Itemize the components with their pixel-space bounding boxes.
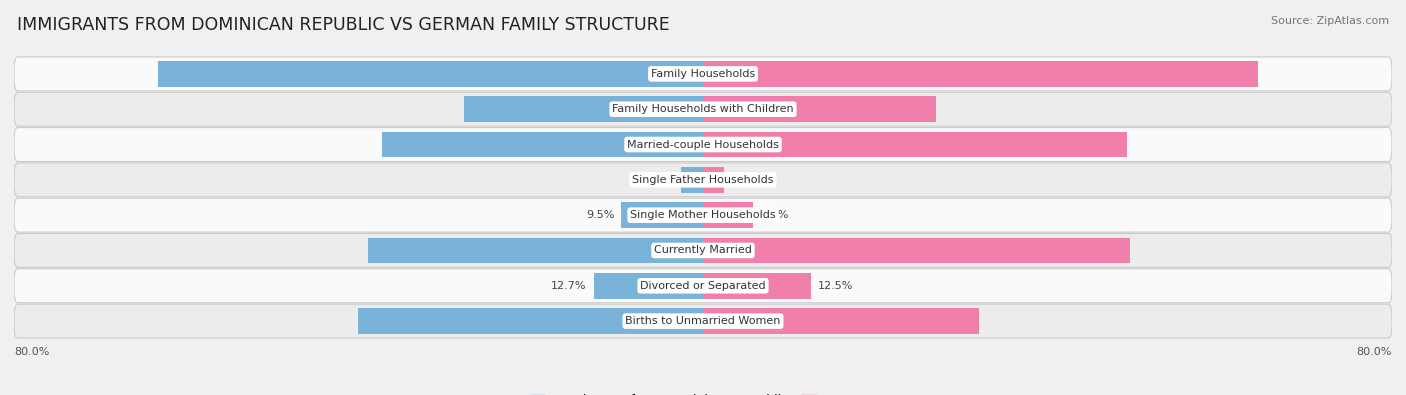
Bar [157, 61, 703, 87]
Text: 32.0%: 32.0% [681, 316, 716, 326]
Text: 2.4%: 2.4% [731, 175, 759, 185]
Text: Family Households with Children: Family Households with Children [612, 104, 794, 114]
FancyBboxPatch shape [14, 304, 1392, 338]
Text: 37.3%: 37.3% [690, 139, 725, 150]
Bar [593, 273, 703, 299]
Text: 5.8%: 5.8% [759, 210, 789, 220]
Bar [703, 308, 979, 334]
Text: Single Father Households: Single Father Households [633, 175, 773, 185]
Text: Family Households: Family Households [651, 69, 755, 79]
Bar [703, 273, 811, 299]
Text: 38.9%: 38.9% [690, 245, 725, 256]
Text: 12.7%: 12.7% [551, 281, 586, 291]
FancyBboxPatch shape [14, 57, 1392, 91]
Text: 2.6%: 2.6% [645, 175, 673, 185]
FancyBboxPatch shape [14, 198, 1392, 232]
Bar [703, 61, 1257, 87]
Text: Married-couple Households: Married-couple Households [627, 139, 779, 150]
Text: Source: ZipAtlas.com: Source: ZipAtlas.com [1271, 16, 1389, 26]
Bar [357, 308, 703, 334]
Bar [464, 96, 703, 122]
Text: 27.1%: 27.1% [681, 104, 716, 114]
Bar [703, 132, 1126, 157]
Bar [382, 132, 703, 157]
Bar [681, 167, 703, 192]
Text: 12.5%: 12.5% [817, 281, 853, 291]
FancyBboxPatch shape [14, 163, 1392, 197]
Bar [703, 238, 1130, 263]
Text: 64.4%: 64.4% [681, 69, 716, 79]
Text: Divorced or Separated: Divorced or Separated [640, 281, 766, 291]
Text: 49.2%: 49.2% [681, 139, 716, 150]
FancyBboxPatch shape [14, 233, 1392, 267]
Bar [703, 203, 754, 228]
Text: 80.0%: 80.0% [1357, 346, 1392, 357]
Bar [621, 203, 703, 228]
Text: Currently Married: Currently Married [654, 245, 752, 256]
Text: 80.0%: 80.0% [14, 346, 49, 357]
Bar [703, 167, 724, 192]
FancyBboxPatch shape [14, 269, 1392, 303]
Text: 27.7%: 27.7% [690, 104, 725, 114]
Legend: Immigrants from Dominican Republic, German: Immigrants from Dominican Republic, Germ… [530, 394, 876, 395]
Text: IMMIGRANTS FROM DOMINICAN REPUBLIC VS GERMAN FAMILY STRUCTURE: IMMIGRANTS FROM DOMINICAN REPUBLIC VS GE… [17, 16, 669, 34]
Text: Births to Unmarried Women: Births to Unmarried Women [626, 316, 780, 326]
Text: Single Mother Households: Single Mother Households [630, 210, 776, 220]
Text: 63.3%: 63.3% [690, 69, 725, 79]
Text: 40.1%: 40.1% [690, 316, 725, 326]
Text: 49.6%: 49.6% [681, 245, 716, 256]
Bar [703, 96, 936, 122]
Text: 9.5%: 9.5% [586, 210, 614, 220]
Bar [368, 238, 703, 263]
FancyBboxPatch shape [14, 128, 1392, 162]
FancyBboxPatch shape [14, 92, 1392, 126]
